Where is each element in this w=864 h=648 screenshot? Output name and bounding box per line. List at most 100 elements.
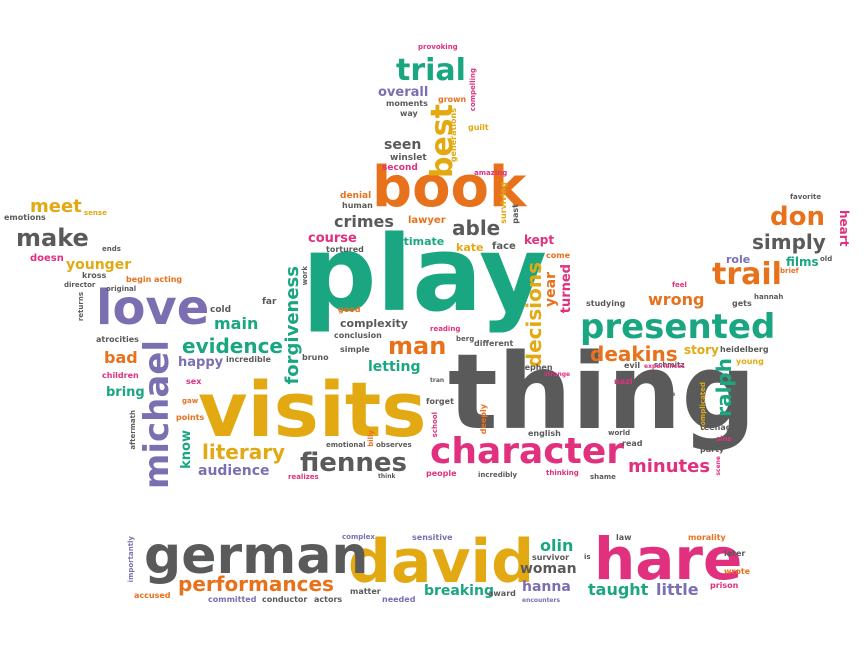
- word-able: able: [452, 216, 501, 240]
- word-letting: letting: [368, 359, 421, 375]
- word-main: main: [214, 314, 259, 333]
- word-year: year: [543, 272, 559, 307]
- word-feel: feel: [672, 281, 687, 289]
- word-people: people: [426, 469, 457, 478]
- word-presented: presented: [580, 307, 776, 347]
- word-play: play: [302, 213, 547, 335]
- word-little: little: [656, 580, 699, 599]
- word-role: role: [726, 253, 751, 266]
- word-olin: olin: [540, 536, 574, 555]
- word-films: films: [786, 255, 819, 269]
- word-lawyer: lawyer: [408, 215, 446, 226]
- word-emotions: emotions: [4, 213, 46, 222]
- word-crimes: crimes: [334, 212, 394, 231]
- word-experiences: experiences: [644, 363, 685, 370]
- word-forgiveness: forgiveness: [282, 266, 303, 385]
- word-human: human: [342, 201, 373, 210]
- word-heidelberg: heidelberg: [720, 345, 769, 354]
- word-fiennes: fiennes: [300, 448, 408, 478]
- word-schmitz: schmitz: [654, 361, 685, 369]
- word-conductor: conductor: [262, 595, 308, 604]
- word-encounters: encounters: [522, 597, 561, 604]
- word-young: young: [736, 357, 764, 366]
- word-matter: matter: [350, 587, 381, 596]
- word-david: david: [348, 527, 535, 597]
- word-character: character: [430, 431, 625, 472]
- word-different: different: [474, 339, 514, 348]
- word-michael: michael: [137, 340, 177, 490]
- word-trail: trail: [712, 257, 782, 292]
- word-meet: meet: [30, 196, 82, 217]
- word-hanna-bottom: hanna: [522, 579, 571, 595]
- word-strange: strange: [544, 371, 571, 378]
- word-book: book: [372, 155, 527, 220]
- word-complexity: complexity: [340, 317, 408, 330]
- word-wrote: wrote: [724, 567, 751, 576]
- word-winslet: winslet: [390, 153, 427, 163]
- word-ends: ends: [102, 245, 121, 253]
- word-german: german: [144, 526, 369, 586]
- word-make: make: [16, 224, 89, 252]
- word-morality: morality: [688, 533, 726, 542]
- word-hare: hare: [594, 525, 743, 593]
- word-simple: simple: [340, 345, 370, 354]
- word-good: good: [338, 305, 361, 314]
- word-award: award: [488, 589, 516, 598]
- word-brief: brief: [780, 267, 799, 275]
- word-incredible: incredible: [226, 355, 271, 364]
- word-breaking: breaking: [424, 583, 494, 599]
- word-performances: performances: [178, 572, 334, 596]
- word-conclusion: conclusion: [334, 331, 382, 340]
- word-seen: seen: [384, 137, 422, 153]
- word-sensitive: sensitive: [412, 533, 453, 542]
- word-tran: tran: [430, 377, 445, 384]
- word-woman: woman: [520, 561, 577, 577]
- word-overall: overall: [378, 85, 429, 100]
- word-sex: sex: [186, 377, 202, 386]
- word-school: school: [431, 412, 439, 438]
- word-aftermath: aftermath: [129, 410, 137, 450]
- word-incredibly: incredibly: [478, 471, 518, 479]
- word-denial: denial: [340, 191, 372, 201]
- word-actors: actors: [314, 595, 343, 604]
- word-billy: billy: [367, 430, 375, 447]
- word-evil: evil: [624, 361, 641, 370]
- word-grown: grown: [438, 95, 467, 104]
- word-second: second: [382, 163, 418, 173]
- word-children: children: [102, 371, 139, 380]
- word-younger: younger: [66, 257, 132, 273]
- word-far: far: [262, 297, 277, 307]
- word-visits: visits: [198, 365, 427, 454]
- word-stephen: stephen: [516, 363, 553, 372]
- word-trial: trial: [396, 53, 466, 88]
- word-kross: kross: [82, 271, 107, 280]
- word-original: original: [106, 285, 137, 293]
- word-realizes: realizes: [288, 473, 319, 481]
- word-sense: sense: [84, 209, 107, 217]
- word-ralph: ralph: [712, 358, 736, 417]
- word-course: course: [308, 231, 357, 246]
- word-kept: kept: [524, 233, 555, 247]
- word-provoking: provoking: [418, 43, 458, 51]
- word-points: points: [176, 413, 205, 422]
- word-is: is: [584, 553, 591, 561]
- word-bruno: bruno: [302, 353, 329, 362]
- word-atrocities: atrocities: [96, 335, 139, 344]
- word-gets: gets: [732, 299, 752, 308]
- word-berg: berg: [456, 335, 475, 343]
- word-regan: regan: [737, 390, 745, 413]
- word-teenager: teenager: [700, 423, 741, 432]
- word-know: know: [179, 430, 194, 469]
- word-audience: audience: [198, 463, 270, 479]
- word-compelling: compelling: [469, 68, 477, 112]
- word-bring: bring: [106, 385, 145, 400]
- word-favorite: favorite: [790, 193, 822, 201]
- word-shame: shame: [590, 473, 616, 481]
- word-amazing: amazing: [474, 169, 508, 177]
- word-hannah: hannah: [754, 293, 784, 301]
- word-gaw: gaw: [182, 397, 199, 405]
- word-face: face: [492, 241, 516, 252]
- word-forget: forget: [426, 397, 454, 406]
- word-observes: observes: [376, 441, 412, 449]
